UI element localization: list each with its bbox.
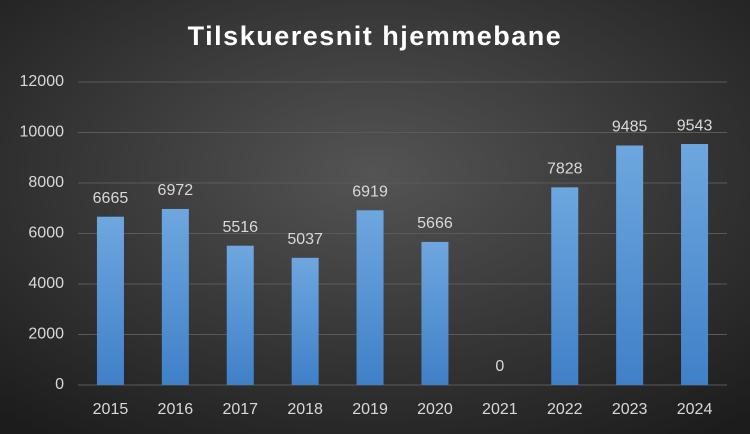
y-tick-label: 2000 [28,326,64,343]
data-label: 6919 [352,184,388,201]
bar [291,257,319,385]
bar [96,216,124,385]
bar [421,241,449,385]
y-tick-label: 6000 [28,225,64,242]
x-tick-label: 2018 [287,401,323,418]
data-label: 5666 [417,215,453,232]
data-label: 0 [495,358,504,375]
data-label: 6665 [93,190,129,207]
data-label: 7828 [547,161,583,178]
bar [681,144,709,385]
y-tick-label: 10000 [20,124,65,141]
bar [616,145,644,385]
x-tick-label: 2019 [352,401,388,418]
y-tick-label: 12000 [20,73,65,90]
bar [161,208,189,385]
y-tick-label: 4000 [28,275,64,292]
y-tick-label: 0 [55,376,64,393]
data-label: 9485 [612,119,648,136]
x-tick-label: 2016 [158,401,194,418]
data-label: 5037 [287,231,323,248]
bar [356,210,384,385]
x-tick-label: 2023 [612,401,648,418]
chart-title: Tilskueresnit hjemmebane [188,21,563,51]
y-tick-label: 8000 [28,174,64,191]
data-label: 9543 [677,117,713,134]
x-tick-label: 2017 [222,401,258,418]
bar [551,187,579,385]
x-tick-label: 2020 [417,401,453,418]
x-tick-label: 2022 [547,401,583,418]
data-label: 5516 [222,219,258,236]
data-label: 6972 [158,182,194,199]
x-tick-label: 2024 [677,401,713,418]
bar [226,245,254,385]
x-tick-label: 2015 [93,401,129,418]
x-tick-label: 2021 [482,401,518,418]
